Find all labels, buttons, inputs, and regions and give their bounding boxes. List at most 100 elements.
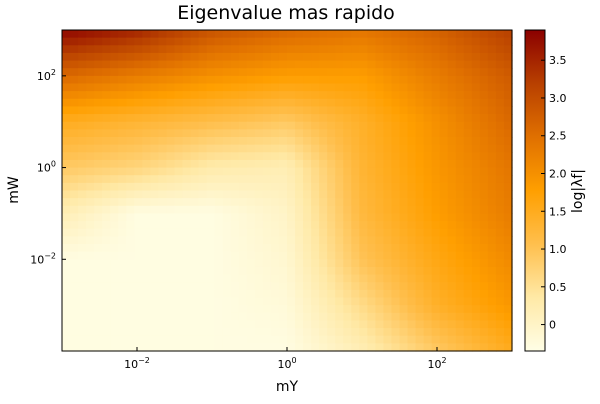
heatmap-cell <box>150 312 160 322</box>
heatmap-cell <box>495 228 505 237</box>
heatmap-cell <box>206 167 216 176</box>
heatmap-cell <box>503 320 513 329</box>
heatmap-cell <box>190 259 200 268</box>
heatmap-cell <box>423 121 433 130</box>
heatmap-cell <box>335 167 344 176</box>
heatmap-cell <box>383 152 393 161</box>
heatmap-cell <box>262 106 272 115</box>
heatmap-cell <box>110 37 119 46</box>
heatmap-cell <box>415 144 425 153</box>
heatmap-cell <box>190 98 200 108</box>
heatmap-cell <box>230 259 240 268</box>
heatmap-cell <box>391 335 401 344</box>
heatmap-cell <box>230 328 240 337</box>
heatmap-cell <box>182 152 192 161</box>
heatmap-cell <box>118 198 127 207</box>
heatmap-cell <box>471 228 481 237</box>
heatmap-cell <box>431 52 441 62</box>
heatmap-cell <box>287 68 296 77</box>
heatmap-cell <box>270 282 280 291</box>
heatmap-cell <box>134 52 143 62</box>
heatmap-cell <box>222 190 232 199</box>
heatmap-cell <box>423 137 433 146</box>
heatmap-cell <box>182 305 192 314</box>
heatmap-cell <box>303 190 312 199</box>
heatmap-cell <box>246 305 256 314</box>
heatmap-cell <box>391 289 401 299</box>
heatmap-cell <box>415 175 425 184</box>
heatmap-cell <box>303 305 312 314</box>
heatmap-cell <box>158 30 168 39</box>
heatmap-cell <box>214 121 224 130</box>
heatmap-cell <box>487 137 497 146</box>
heatmap-cell <box>238 68 248 77</box>
heatmap-cell <box>399 114 409 123</box>
heatmap-cell <box>439 83 449 92</box>
heatmap-cell <box>431 121 441 130</box>
heatmap-cell <box>311 190 320 199</box>
heatmap-cell <box>254 68 264 77</box>
heatmap-cell <box>166 343 176 352</box>
heatmap-cell <box>254 274 264 283</box>
heatmap-cell <box>70 37 79 46</box>
heatmap-cell <box>86 152 95 161</box>
heatmap-cell <box>503 121 513 130</box>
heatmap-cell <box>222 228 232 237</box>
heatmap-cell <box>182 129 192 138</box>
heatmap-cell <box>78 305 87 314</box>
heatmap-cell <box>134 305 143 314</box>
heatmap-cell <box>351 221 360 230</box>
y-tick-label: 102 <box>37 68 56 83</box>
heatmap-cell <box>503 37 513 46</box>
heatmap-cell <box>262 198 272 207</box>
heatmap-cell <box>166 198 176 207</box>
heatmap-cell <box>375 121 385 130</box>
heatmap-cell <box>126 98 135 108</box>
heatmap-cell <box>407 190 417 199</box>
heatmap-cell <box>463 328 473 337</box>
heatmap-cell <box>126 213 135 222</box>
heatmap-cell <box>182 159 192 169</box>
heatmap-cell <box>94 121 103 130</box>
heatmap-cell <box>447 289 457 299</box>
heatmap-cell <box>214 228 224 237</box>
heatmap-cell <box>471 320 481 329</box>
heatmap-cell <box>62 159 71 169</box>
heatmap-cell <box>423 91 433 100</box>
heatmap-cell <box>287 335 296 344</box>
heatmap-cell <box>270 213 280 222</box>
heatmap-cell <box>246 175 256 184</box>
heatmap-cell <box>118 228 127 237</box>
heatmap-cell <box>142 83 151 92</box>
heatmap-cell <box>150 305 160 314</box>
heatmap-cell <box>343 114 352 123</box>
heatmap-cell <box>94 159 103 169</box>
heatmap-cell <box>415 83 425 92</box>
heatmap-cell <box>391 312 401 322</box>
heatmap-cell <box>270 37 280 46</box>
heatmap-cell <box>471 251 481 260</box>
heatmap-cell <box>222 305 232 314</box>
heatmap-cell <box>439 121 449 130</box>
heatmap-cell <box>206 152 216 161</box>
heatmap-cell <box>407 259 417 268</box>
heatmap-cell <box>174 266 184 276</box>
heatmap-cell <box>471 305 481 314</box>
heatmap-cell <box>487 236 497 245</box>
heatmap-cell <box>391 83 401 92</box>
heatmap-cell <box>423 305 433 314</box>
heatmap-cell <box>118 182 127 192</box>
heatmap-cell <box>319 335 328 344</box>
heatmap-cell <box>198 297 208 306</box>
heatmap-cell <box>295 198 304 207</box>
heatmap-cell <box>391 244 401 253</box>
heatmap-cell <box>359 106 368 115</box>
heatmap-cell <box>62 45 71 54</box>
heatmap-cell <box>70 259 79 268</box>
heatmap-cell <box>463 289 473 299</box>
heatmap-cell <box>206 129 216 138</box>
heatmap-cell <box>118 320 127 329</box>
heatmap-cell <box>174 175 184 184</box>
heatmap-cell <box>102 91 111 100</box>
heatmap-cell <box>463 274 473 283</box>
